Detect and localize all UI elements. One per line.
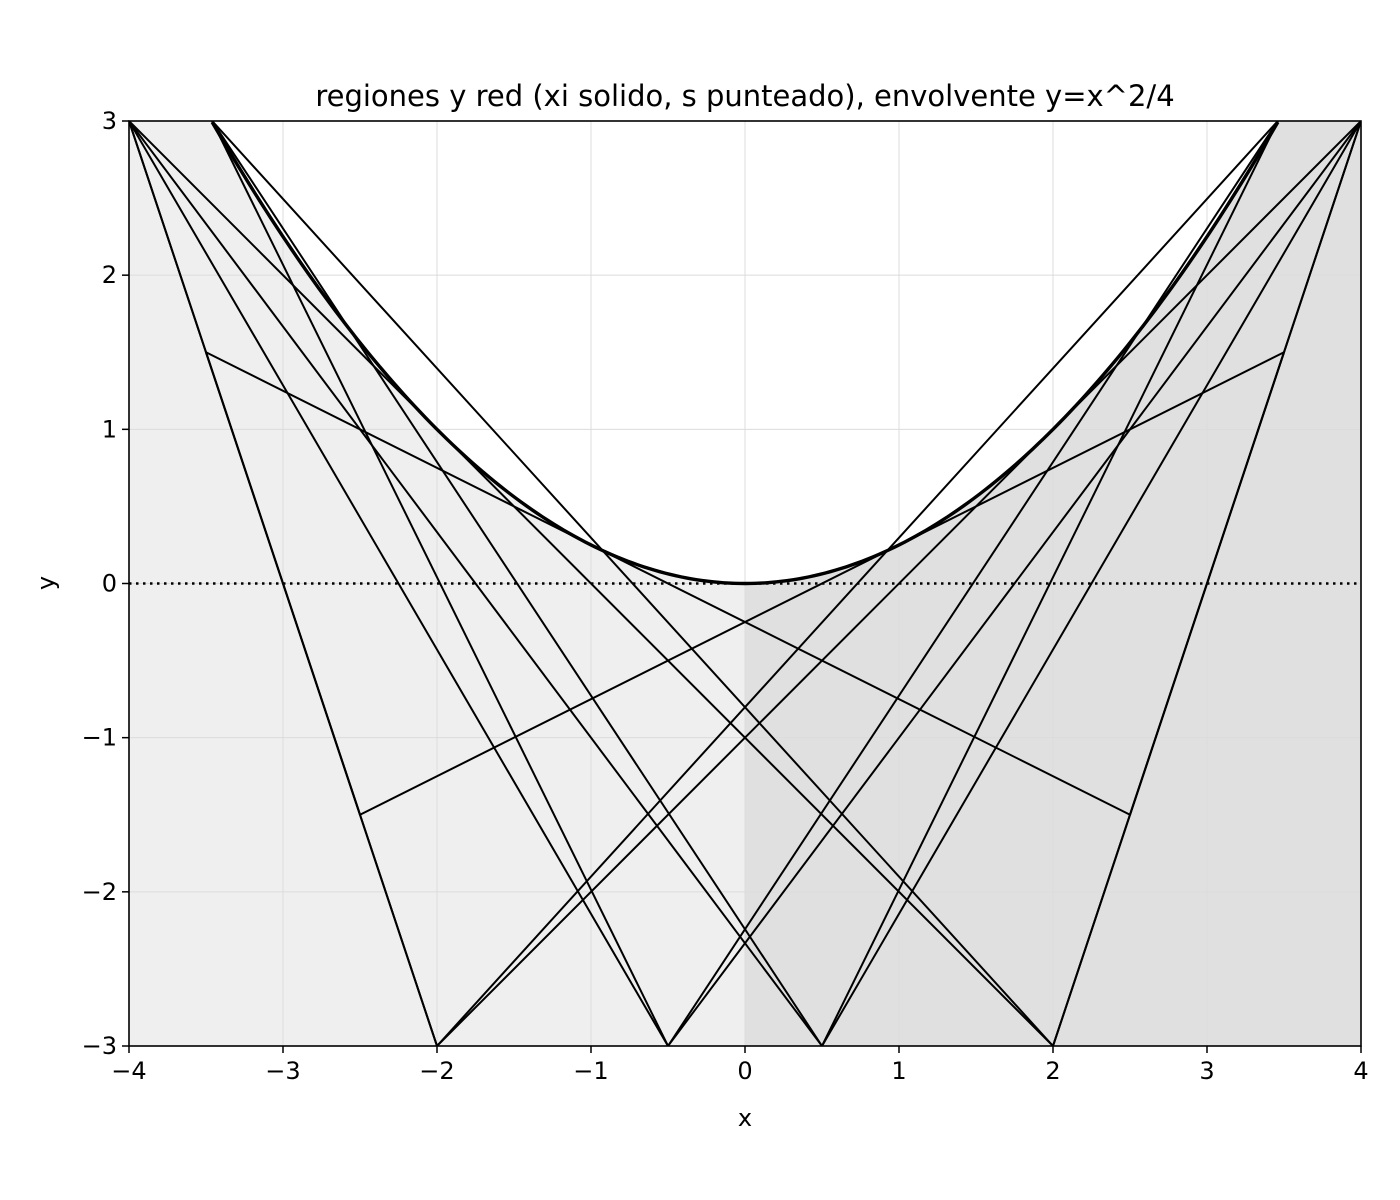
xi-line	[821, 121, 1361, 1046]
y-tick-label: −3	[82, 1032, 117, 1060]
x-tick-label: 4	[1353, 1057, 1368, 1085]
xi-line	[211, 121, 823, 1046]
y-tick-label: 3	[102, 107, 117, 135]
s-line	[205, 351, 1131, 816]
lines-layer	[129, 121, 1361, 1046]
x-tick-label: −4	[111, 1057, 146, 1085]
x-tick-label: 2	[1045, 1057, 1060, 1085]
xi-line	[129, 121, 823, 1046]
x-tick-label: −3	[265, 1057, 300, 1085]
x-tick-label: 3	[1199, 1057, 1214, 1085]
xi-line	[667, 121, 1279, 1046]
envelope-curve	[210, 121, 1280, 586]
y-tick-label: −2	[82, 878, 117, 906]
s-line	[1052, 351, 1285, 1046]
s-line	[359, 351, 1285, 816]
x-tick-label: −2	[419, 1057, 454, 1085]
x-axis-label: x	[738, 1104, 752, 1132]
x-tick-label: 0	[737, 1057, 752, 1085]
s-line	[129, 121, 361, 816]
y-tick-label: 1	[102, 415, 117, 443]
y-tick-label: 2	[102, 261, 117, 289]
xi-line	[821, 121, 1279, 1046]
x-tick-label: 1	[891, 1057, 906, 1085]
x-tick-label: −1	[573, 1057, 608, 1085]
xi-line	[436, 121, 1361, 1046]
y-axis-label: y	[32, 576, 60, 590]
y-tick-label: −1	[82, 724, 117, 752]
chart-title: regiones y red (xi solido, s punteado), …	[315, 79, 1174, 113]
xi-line	[436, 121, 1279, 1046]
xi-line	[667, 121, 1361, 1046]
y-tick-label: 0	[102, 570, 117, 598]
